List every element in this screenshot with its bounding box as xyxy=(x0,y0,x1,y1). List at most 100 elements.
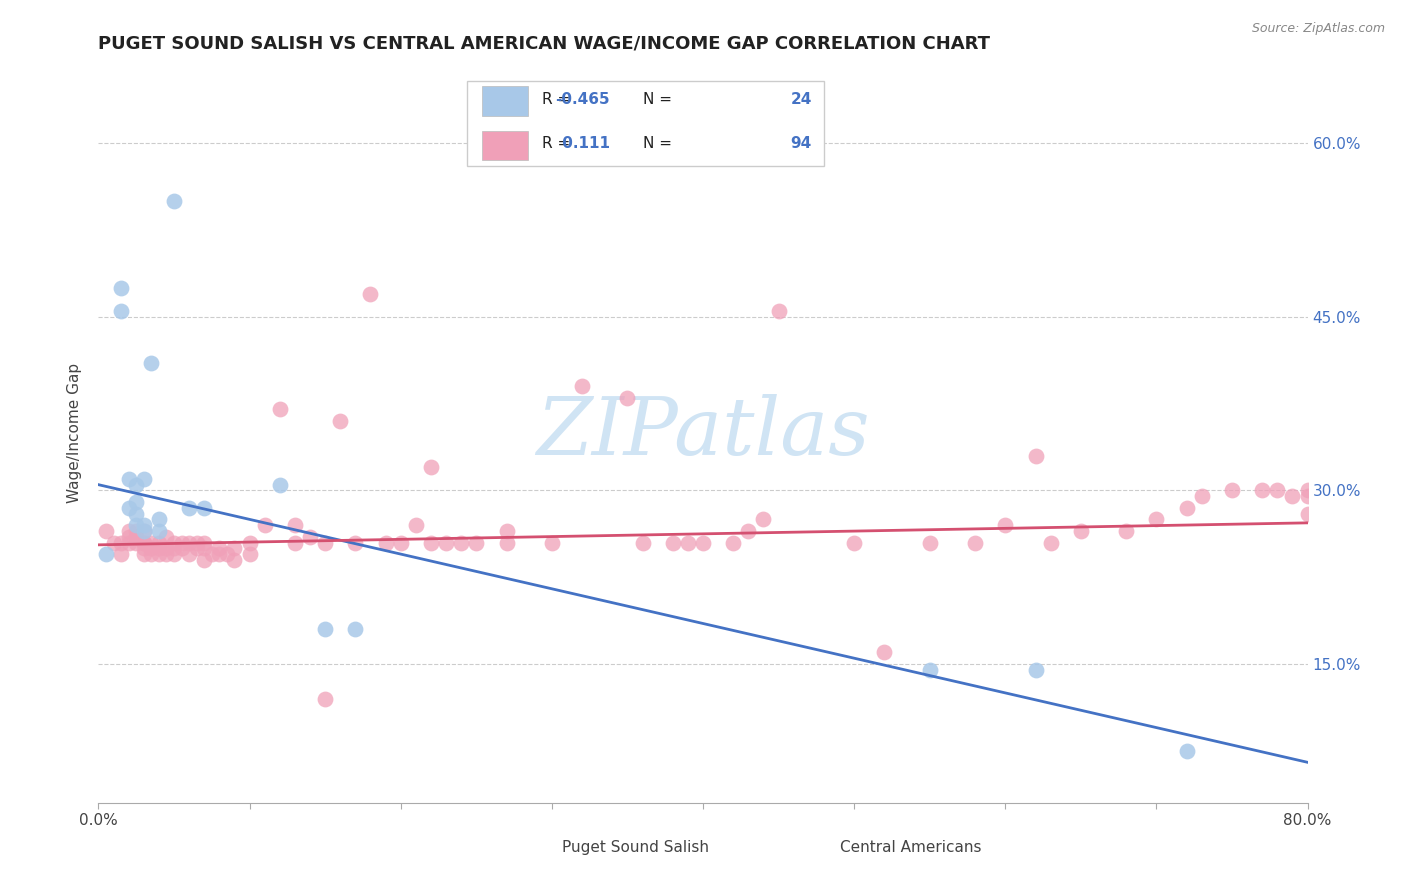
Point xyxy=(193,541,215,556)
FancyBboxPatch shape xyxy=(482,87,527,116)
Point xyxy=(125,530,148,544)
Point xyxy=(269,402,291,417)
Point xyxy=(94,547,117,561)
Point xyxy=(1070,524,1092,538)
Text: N =: N = xyxy=(643,92,672,107)
Point xyxy=(118,535,141,549)
Point xyxy=(125,535,148,549)
Point xyxy=(768,304,790,318)
Point xyxy=(148,512,170,526)
Point xyxy=(179,500,201,515)
Point xyxy=(314,535,336,549)
Point xyxy=(420,535,443,549)
Point xyxy=(994,518,1017,533)
Point xyxy=(141,547,163,561)
Point xyxy=(1024,663,1046,677)
Point xyxy=(155,547,177,561)
Point xyxy=(141,541,163,556)
Point xyxy=(110,281,132,295)
Text: ZIPatlas: ZIPatlas xyxy=(536,394,870,471)
Point xyxy=(723,535,745,549)
Point xyxy=(94,524,117,538)
Point xyxy=(1296,483,1319,498)
Point xyxy=(737,524,759,538)
Point xyxy=(284,535,307,549)
Point xyxy=(148,524,170,538)
Point xyxy=(118,524,141,538)
Point xyxy=(495,535,517,549)
Text: -0.465: -0.465 xyxy=(555,92,610,107)
Point xyxy=(155,541,177,556)
Point xyxy=(148,547,170,561)
Point xyxy=(284,518,307,533)
Point xyxy=(163,541,186,556)
Point xyxy=(1281,489,1303,503)
Point xyxy=(186,541,208,556)
Point xyxy=(360,286,382,301)
Point xyxy=(1115,524,1137,538)
Point xyxy=(125,524,148,538)
Point xyxy=(163,535,186,549)
Point xyxy=(1296,507,1319,521)
Point xyxy=(631,535,654,549)
Point xyxy=(495,524,517,538)
Point xyxy=(239,547,262,561)
Point xyxy=(201,547,224,561)
Text: N =: N = xyxy=(643,136,672,152)
Point xyxy=(1144,512,1167,526)
Point xyxy=(269,477,291,491)
Point xyxy=(344,622,367,636)
Point xyxy=(110,304,132,318)
Point xyxy=(193,535,215,549)
Point xyxy=(132,535,155,549)
Text: Central Americans: Central Americans xyxy=(839,839,981,855)
Point xyxy=(125,495,148,509)
Point xyxy=(239,535,262,549)
Point xyxy=(215,547,238,561)
Point xyxy=(1175,500,1198,515)
Point xyxy=(118,500,141,515)
Point xyxy=(132,524,155,538)
Point xyxy=(1296,489,1319,503)
Point xyxy=(752,512,775,526)
Point xyxy=(186,535,208,549)
Point xyxy=(918,535,941,549)
Text: Puget Sound Salish: Puget Sound Salish xyxy=(561,839,709,855)
Point xyxy=(132,547,155,561)
Point xyxy=(676,535,699,549)
Point xyxy=(616,391,638,405)
Point xyxy=(661,535,683,549)
Point xyxy=(692,535,714,549)
Point xyxy=(873,645,896,659)
FancyBboxPatch shape xyxy=(482,130,527,161)
Text: PUGET SOUND SALISH VS CENTRAL AMERICAN WAGE/INCOME GAP CORRELATION CHART: PUGET SOUND SALISH VS CENTRAL AMERICAN W… xyxy=(98,35,990,53)
Point xyxy=(110,547,132,561)
Point xyxy=(179,547,201,561)
FancyBboxPatch shape xyxy=(800,839,830,867)
FancyBboxPatch shape xyxy=(522,839,551,867)
Point xyxy=(1267,483,1289,498)
Text: 0.111: 0.111 xyxy=(557,136,610,152)
Point xyxy=(329,414,352,428)
Point xyxy=(465,535,488,549)
Point xyxy=(141,535,163,549)
Text: 24: 24 xyxy=(790,92,811,107)
Point xyxy=(844,535,866,549)
Point xyxy=(434,535,457,549)
Point xyxy=(163,547,186,561)
Point xyxy=(571,379,593,393)
Point xyxy=(148,541,170,556)
Point xyxy=(1251,483,1274,498)
Point xyxy=(170,535,193,549)
Point xyxy=(314,691,336,706)
Point xyxy=(253,518,276,533)
Point xyxy=(118,530,141,544)
Point xyxy=(1039,535,1062,549)
Point xyxy=(132,518,155,533)
Point xyxy=(110,535,132,549)
Point xyxy=(450,535,472,549)
Point xyxy=(1175,744,1198,758)
Point xyxy=(1191,489,1213,503)
Point xyxy=(170,541,193,556)
Point xyxy=(163,194,186,209)
